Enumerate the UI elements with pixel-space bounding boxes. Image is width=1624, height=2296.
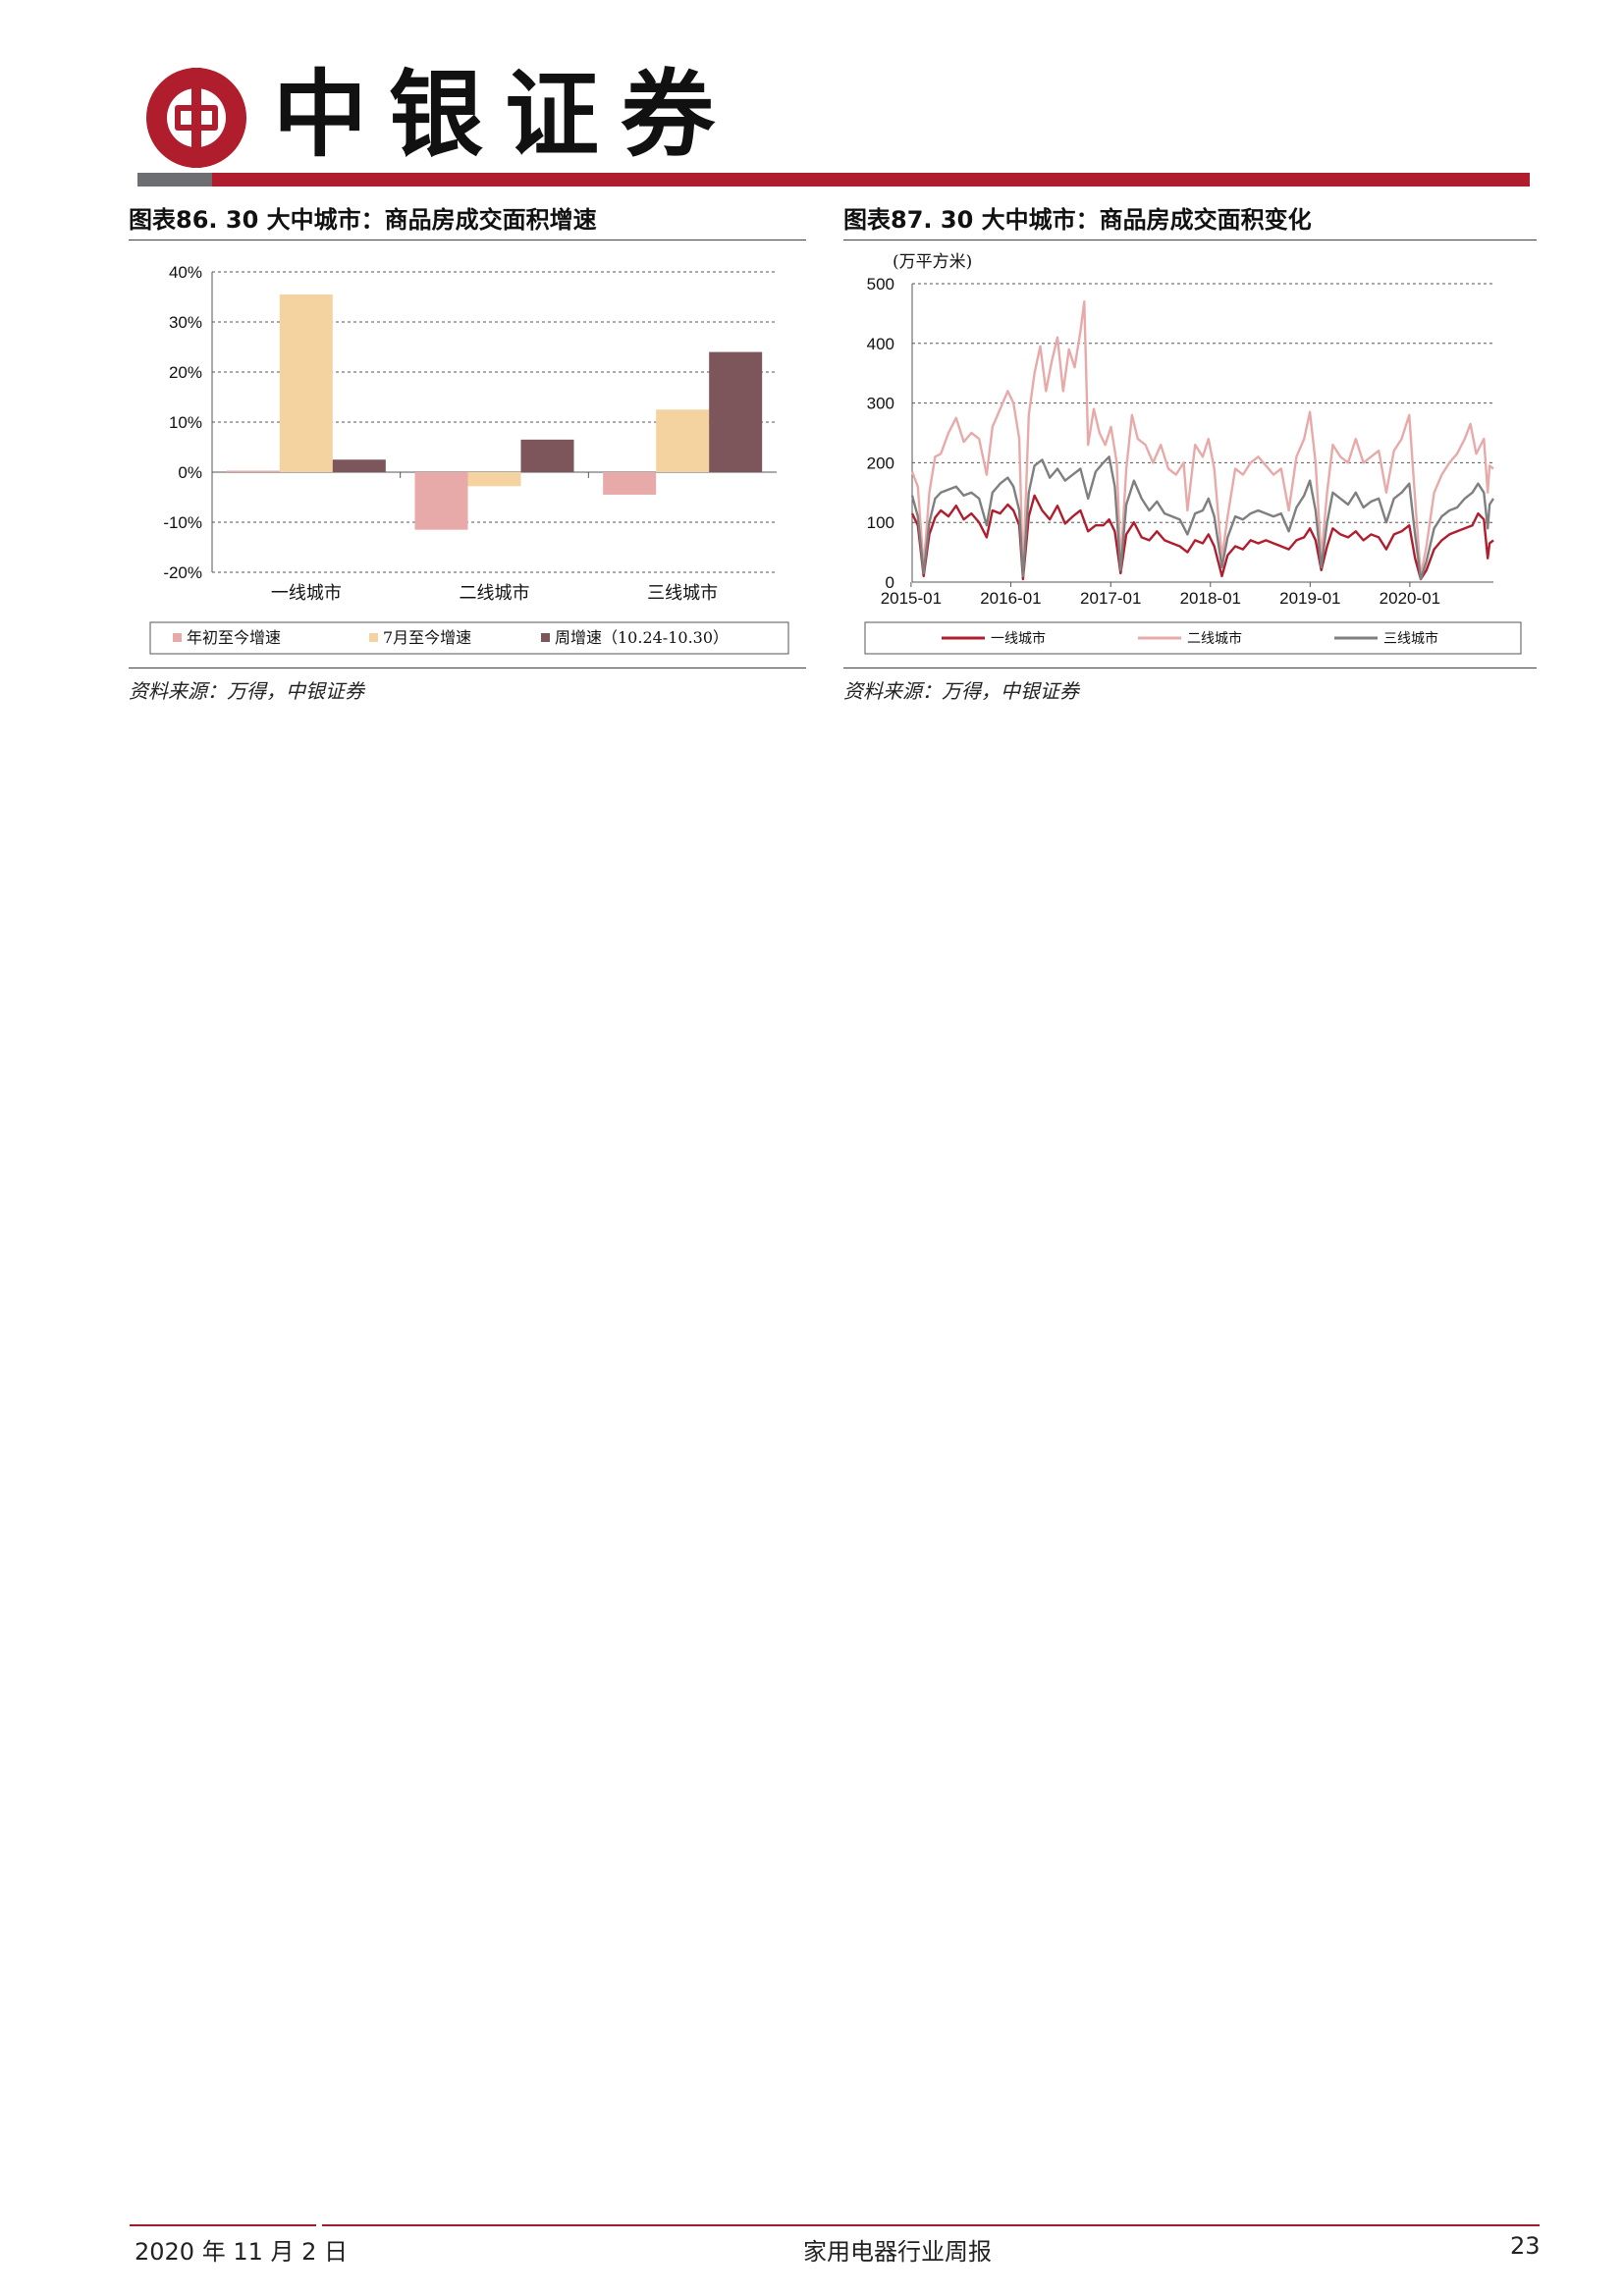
x-category-label: 三线城市: [647, 583, 718, 604]
y-tick-label: 10%: [169, 413, 202, 432]
bar: [332, 459, 386, 472]
y-tick-label: 40%: [169, 263, 202, 282]
legend-swatch: [173, 633, 182, 642]
legend-label: 二线城市: [1187, 630, 1242, 647]
legend-swatch: [369, 633, 378, 642]
footer-page-number: 23: [1510, 2232, 1541, 2260]
figure-86-bottom-rule: [129, 667, 806, 668]
bar: [467, 472, 521, 487]
bar: [603, 472, 657, 495]
legend-label: 周增速（10.24-10.30）: [555, 628, 729, 647]
legend-swatch: [541, 633, 550, 642]
footer-rule-left: [130, 2224, 316, 2226]
series-line: [910, 494, 1494, 581]
y-tick-label: 400: [867, 335, 894, 353]
footer-date: 2020 年 11 月 2 日: [135, 2238, 349, 2266]
legend-label: 年初至今增速: [187, 628, 281, 647]
boc-logo: [146, 68, 246, 168]
y-tick-label: 500: [867, 275, 894, 294]
x-tick-label: 2020-01: [1380, 589, 1440, 608]
legend-label: 7月至今增速: [383, 628, 471, 647]
series-line: [910, 455, 1495, 581]
header-bar-grey: [137, 173, 212, 187]
y-tick-label: -10%: [163, 513, 202, 532]
figure-87-source: 资料来源：万得，中银证券: [843, 679, 1079, 703]
y-tick-label: 20%: [169, 363, 202, 382]
y-tick-label: 0%: [178, 463, 202, 482]
figure-87-title: 图表87. 30 大中城市：商品房成交面积变化: [843, 206, 1312, 234]
legend-box: [864, 621, 1522, 655]
footer-report-name: 家用电器行业周报: [803, 2238, 992, 2266]
y-tick-label: -20%: [163, 563, 202, 582]
header-bar-red: [212, 173, 1530, 187]
y-tick-label: 200: [867, 454, 894, 472]
x-tick-label: 2018-01: [1180, 589, 1241, 608]
footer-rule-right: [322, 2224, 1540, 2226]
figure-87-bottom-rule: [843, 667, 1537, 668]
figure-86-chart: 40% 30% 20% 10% 0% -10% -20% 一线城市 二线城市 三线城市年初至今增速…: [149, 263, 789, 655]
legend-label: 一线城市: [991, 630, 1046, 647]
figure-86-title: 图表86. 30 大中城市：商品房成交面积增速: [129, 206, 597, 234]
bar: [656, 409, 710, 472]
bar: [226, 470, 280, 472]
x-tick-label: 2016-01: [980, 589, 1041, 608]
series-line: [910, 300, 1494, 578]
bar: [520, 439, 574, 472]
legend-box: [149, 621, 789, 655]
x-tick-label: 2015-01: [881, 589, 942, 608]
bar: [279, 294, 333, 472]
y-tick-label: 0: [886, 573, 894, 592]
x-category-label: 一线城市: [271, 583, 342, 604]
x-tick-label: 2019-01: [1279, 589, 1340, 608]
x-category-label: 二线城市: [460, 583, 530, 604]
brand-name: 中银证券: [273, 59, 736, 170]
figure-86-source: 资料来源：万得，中银证券: [129, 679, 364, 703]
legend-label: 三线城市: [1383, 630, 1438, 647]
bar: [709, 351, 763, 472]
y-tick-label: 30%: [169, 313, 202, 332]
y-axis-unit-label: (万平方米): [893, 252, 972, 272]
y-tick-label: 100: [867, 513, 894, 532]
bar: [414, 472, 468, 530]
y-tick-label: 300: [867, 395, 894, 413]
x-tick-label: 2017-01: [1080, 589, 1141, 608]
